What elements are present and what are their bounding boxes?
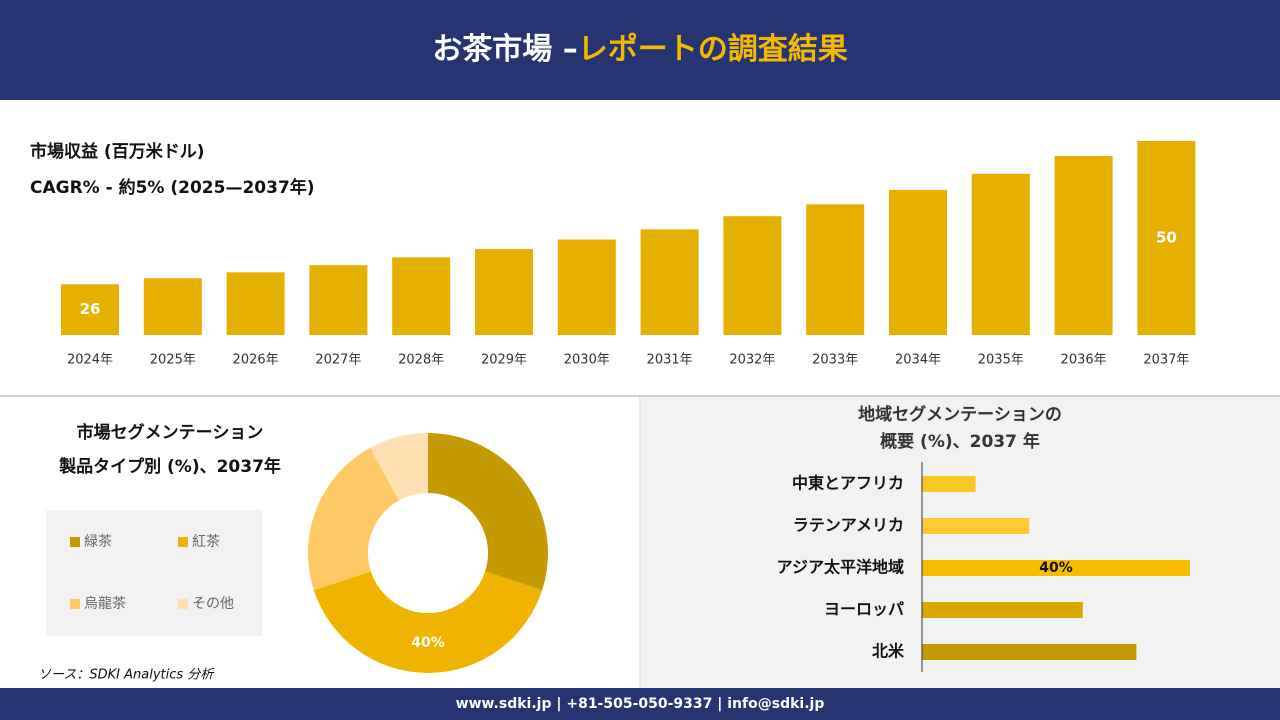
legend-swatch bbox=[178, 599, 188, 609]
bar bbox=[640, 229, 699, 335]
legend-label: その他 bbox=[192, 596, 234, 612]
data-label: 40% bbox=[1039, 560, 1073, 576]
x-tick-label: 2033年 bbox=[812, 353, 858, 368]
header-bar bbox=[0, 0, 1280, 100]
x-tick-label: 2026年 bbox=[233, 353, 279, 368]
donut-slice bbox=[308, 447, 400, 591]
bar bbox=[557, 239, 616, 335]
bar bbox=[143, 278, 202, 335]
header-title: お茶市場 –レポートの調査結果 bbox=[432, 32, 847, 67]
legend-swatch bbox=[70, 599, 80, 609]
x-tick-label: 2031年 bbox=[647, 353, 693, 368]
bar bbox=[1054, 155, 1113, 335]
data-label: 40% bbox=[411, 635, 445, 651]
bar bbox=[61, 284, 119, 335]
title-main: お茶市場 – bbox=[432, 32, 577, 67]
x-tick-label: 2029年 bbox=[481, 353, 527, 368]
y-tick-label: ラテンアメリカ bbox=[793, 516, 904, 535]
x-tick-label: 2032年 bbox=[729, 353, 775, 368]
bar bbox=[922, 602, 1083, 618]
legend-label: 緑茶 bbox=[84, 534, 112, 550]
y-tick-label: 中東とアフリカ bbox=[792, 474, 904, 493]
bar bbox=[226, 272, 285, 335]
bar bbox=[889, 189, 947, 335]
footer-bar bbox=[0, 688, 1280, 720]
x-tick-label: 2037年 bbox=[1143, 353, 1189, 368]
x-tick-label: 2034年 bbox=[895, 353, 941, 368]
bar bbox=[971, 173, 1030, 335]
x-tick-label: 2035年 bbox=[978, 353, 1024, 368]
bar bbox=[922, 644, 1137, 660]
legend-label: 烏龍茶 bbox=[84, 595, 126, 612]
legend-swatch bbox=[178, 537, 188, 547]
chart-subtitle: 概要 (%)、2037 年 bbox=[880, 431, 1040, 452]
bar bbox=[723, 216, 782, 335]
bar bbox=[922, 476, 976, 492]
bar bbox=[922, 560, 1190, 576]
x-tick-label: 2025年 bbox=[150, 353, 196, 368]
region-panel bbox=[641, 397, 1280, 688]
donut-slice bbox=[428, 433, 548, 591]
bar bbox=[475, 249, 533, 335]
data-label: 50 bbox=[1156, 229, 1177, 247]
x-tick-label: 2030年 bbox=[564, 353, 610, 368]
y-tick-label: アジア太平洋地域 bbox=[777, 558, 904, 577]
bar bbox=[806, 204, 865, 335]
legend-swatch bbox=[70, 537, 80, 547]
chart-subtitle: 製品タイプ別 (%)、2037年 bbox=[58, 456, 281, 477]
bar bbox=[922, 518, 1030, 534]
bar bbox=[1137, 141, 1196, 335]
title-highlight: レポートの調査結果 bbox=[578, 32, 848, 67]
chart-title: 地域セグメンテーションの bbox=[858, 404, 1062, 425]
donut-slice bbox=[370, 433, 428, 501]
y-tick-label: ヨーロッパ bbox=[824, 600, 904, 619]
source-note: ソース：SDKI Analytics 分析 bbox=[38, 668, 215, 683]
data-label: 26 bbox=[80, 300, 101, 318]
chart-subtitle: CAGR% - 約5% (2025—2037年) bbox=[30, 177, 315, 198]
x-tick-label: 2028年 bbox=[398, 353, 444, 368]
chart-title: 市場収益 (百万米ドル) bbox=[30, 141, 204, 162]
legend-box bbox=[46, 510, 262, 636]
bar bbox=[309, 265, 368, 335]
x-tick-label: 2024年 bbox=[67, 353, 113, 368]
bar bbox=[392, 257, 451, 335]
donut-slice bbox=[313, 571, 543, 673]
footer-contact: www.sdki.jp | +81-505-050-9337 | info@sd… bbox=[456, 696, 825, 712]
chart-title: 市場セグメンテーション bbox=[77, 422, 264, 443]
x-tick-label: 2027年 bbox=[315, 353, 361, 368]
y-tick-label: 北米 bbox=[872, 642, 905, 661]
legend-label: 紅茶 bbox=[192, 534, 220, 550]
x-tick-label: 2036年 bbox=[1061, 353, 1107, 368]
